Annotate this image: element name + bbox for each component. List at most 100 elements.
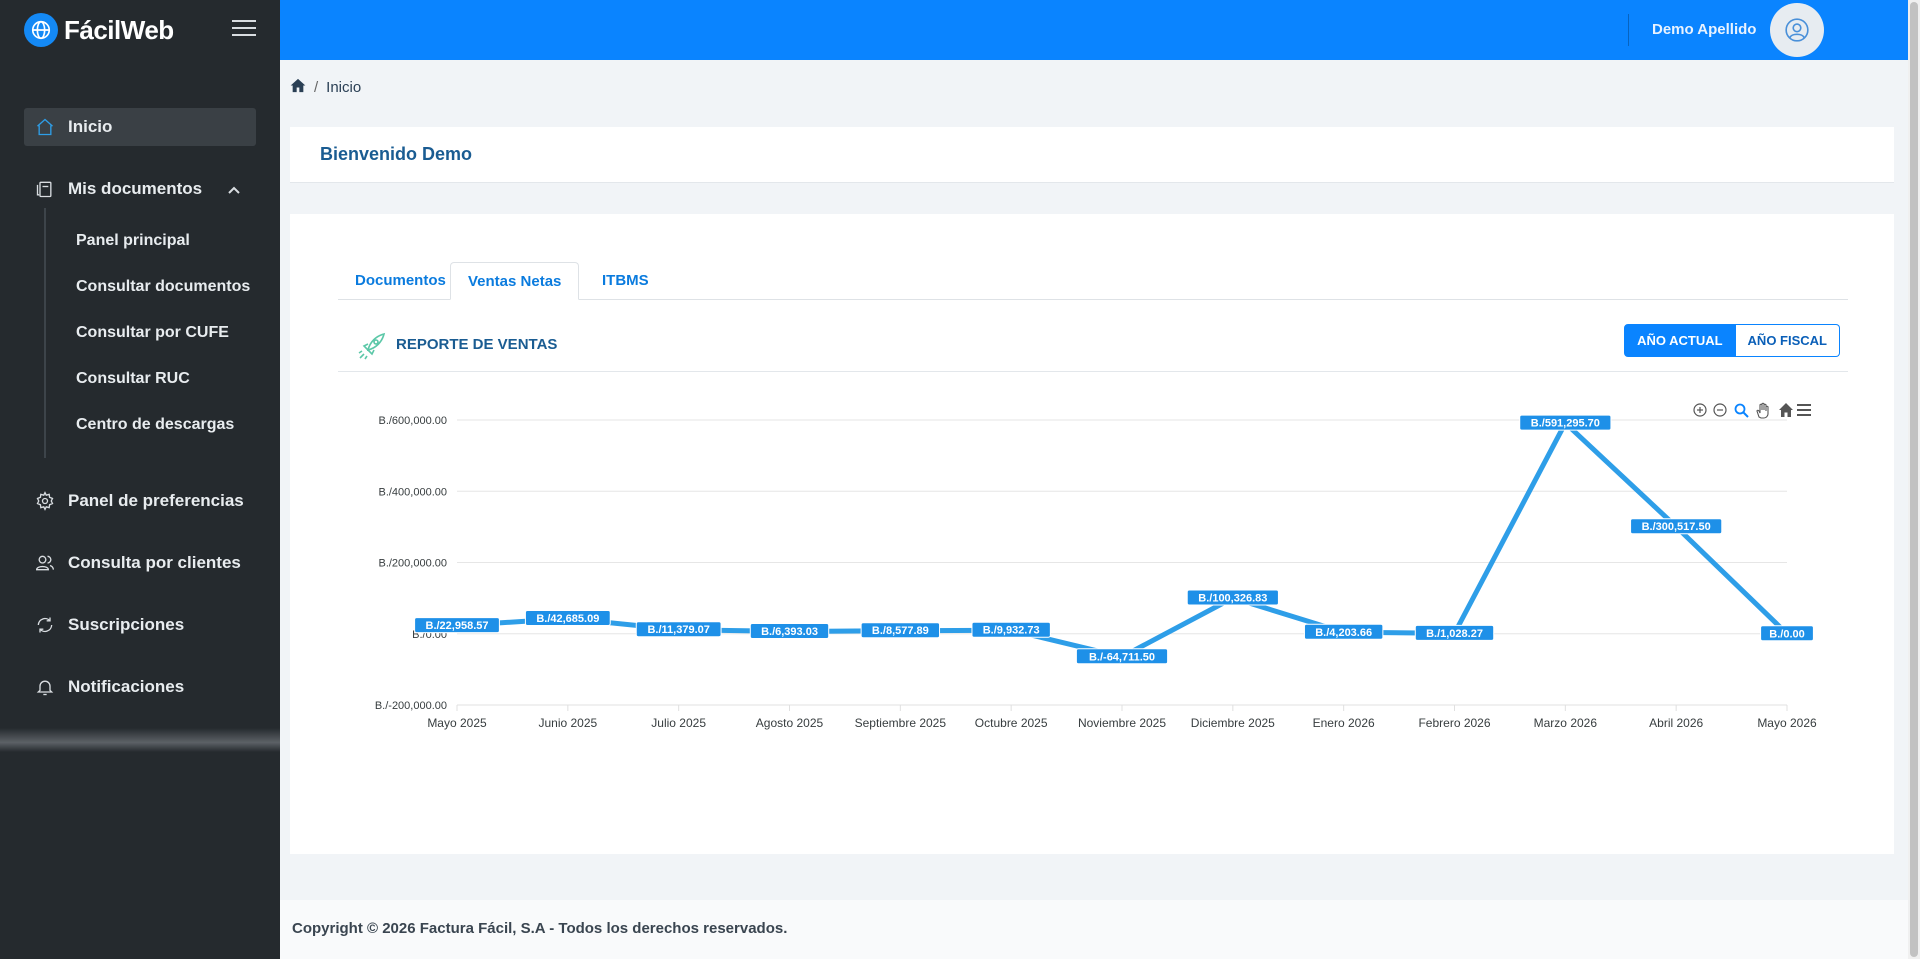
report-card: Documentos Ventas Netas ITBMS REPORTE DE… bbox=[290, 214, 1894, 854]
pan-hand-icon[interactable] bbox=[1756, 402, 1769, 419]
sidebar-item-label: Suscripciones bbox=[68, 615, 185, 634]
line-chart: B./600,000.00 B./400,000.00 B./200,000.00 B… bbox=[375, 402, 1817, 730]
rocket-icon bbox=[356, 330, 388, 367]
sidebar-item-inicio[interactable]: Inicio bbox=[24, 108, 256, 146]
y-tick-label: B./400,000.00 bbox=[378, 486, 447, 498]
header-divider bbox=[1628, 14, 1629, 46]
bell-icon bbox=[34, 676, 56, 698]
sidebar-item-suscripciones[interactable]: Suscripciones bbox=[0, 606, 280, 644]
svg-text:B./11,379.07: B./11,379.07 bbox=[647, 624, 709, 636]
sales-chart: B./600,000.00 B./400,000.00 B./200,000.00 B… bbox=[290, 380, 1894, 740]
breadcrumb-current: Inicio bbox=[326, 79, 362, 96]
home-icon[interactable] bbox=[290, 78, 306, 97]
period-toggle: AÑO ACTUAL AÑO FISCAL bbox=[1624, 324, 1840, 357]
zoom-selection-icon[interactable] bbox=[1734, 403, 1749, 418]
reset-zoom-home-icon[interactable] bbox=[1779, 403, 1793, 417]
scrollbar-thumb[interactable] bbox=[1910, 2, 1918, 957]
sidebar-item-notificaciones[interactable]: Notificaciones bbox=[0, 668, 280, 706]
current-year-button[interactable]: AÑO ACTUAL bbox=[1624, 324, 1736, 357]
svg-text:B./591,295.70: B./591,295.70 bbox=[1531, 418, 1600, 430]
chart-toolbar bbox=[1693, 402, 1811, 419]
x-tick-label: Mayo 2026 bbox=[1757, 716, 1817, 730]
submenu-item-consultar-cufe[interactable]: Consultar por CUFE bbox=[76, 324, 229, 341]
report-header: REPORTE DE VENTAS AÑO ACTUAL AÑO FISCAL bbox=[338, 324, 1848, 372]
x-tick-label: Febrero 2026 bbox=[1418, 716, 1490, 730]
data-label: B./4,203.66 bbox=[1303, 623, 1384, 640]
data-label: B./300,517.50 bbox=[1630, 518, 1723, 535]
brand-name: FácilWeb bbox=[64, 14, 174, 45]
top-header: Demo Apellido bbox=[280, 0, 1908, 60]
x-tick-label: Noviembre 2025 bbox=[1078, 716, 1166, 730]
x-tick-label: Marzo 2026 bbox=[1534, 716, 1598, 730]
sidebar-item-mis-documentos[interactable]: Mis documentos bbox=[0, 170, 280, 208]
data-label: B./100,326.83 bbox=[1186, 589, 1279, 606]
data-label: B./1,028.27 bbox=[1414, 624, 1495, 641]
sidebar-item-label: Mis documentos bbox=[68, 179, 203, 198]
sidebar-nav: Inicio Mis documentos Panel principal Co… bbox=[0, 108, 280, 706]
x-tick-label: Enero 2026 bbox=[1313, 716, 1375, 730]
globe-icon bbox=[24, 13, 58, 47]
sidebar-item-label: Panel de preferencias bbox=[68, 491, 244, 510]
page-title: Bienvenido Demo bbox=[320, 144, 473, 164]
brand[interactable]: FácilWeb bbox=[0, 0, 280, 60]
y-tick-label: B./600,000.00 bbox=[378, 415, 447, 427]
x-tick-label: Mayo 2025 bbox=[427, 716, 487, 730]
avatar[interactable] bbox=[1770, 3, 1824, 57]
submenu-item-centro-descargas[interactable]: Centro de descargas bbox=[76, 416, 235, 433]
documents-icon bbox=[34, 178, 56, 200]
breadcrumb: / Inicio bbox=[290, 78, 361, 97]
user-icon bbox=[1785, 18, 1809, 42]
data-label: B./-64,711.50 bbox=[1075, 648, 1169, 665]
users-icon bbox=[34, 552, 56, 574]
submenu-item-consultar-ruc[interactable]: Consultar RUC bbox=[76, 370, 190, 387]
sidebar: FácilWeb Inicio Mis documentos Panel pri… bbox=[0, 0, 280, 959]
svg-text:B./42,685.09: B./42,685.09 bbox=[536, 613, 599, 625]
x-tick-label: Diciembre 2025 bbox=[1191, 716, 1275, 730]
sidebar-item-consulta-clientes[interactable]: Consulta por clientes bbox=[0, 544, 280, 582]
x-tick-label: Octubre 2025 bbox=[975, 716, 1048, 730]
submenu-item-consultar-documentos[interactable]: Consultar documentos bbox=[76, 278, 251, 295]
fiscal-year-button[interactable]: AÑO FISCAL bbox=[1735, 324, 1840, 357]
x-tick-label: Abril 2026 bbox=[1649, 716, 1703, 730]
breadcrumb-separator: / bbox=[314, 79, 319, 96]
tab-documentos[interactable]: Documentos bbox=[355, 272, 446, 289]
data-label: B./6,393.03 bbox=[749, 622, 830, 639]
data-label: B./591,295.70 bbox=[1519, 414, 1612, 431]
data-label: B./22,958.57 bbox=[414, 617, 500, 634]
submenu-item-panel-principal[interactable]: Panel principal bbox=[76, 232, 190, 249]
tab-ventas-netas[interactable]: Ventas Netas bbox=[450, 262, 580, 300]
tab-itbms[interactable]: ITBMS bbox=[602, 272, 649, 289]
data-label: B./11,379.07 bbox=[635, 621, 722, 638]
sidebar-item-panel-preferencias[interactable]: Panel de preferencias bbox=[0, 482, 280, 520]
svg-text:B./8,577.89: B./8,577.89 bbox=[872, 625, 929, 637]
tab-bar: Documentos Ventas Netas ITBMS bbox=[338, 262, 1848, 300]
x-tick-label: Agosto 2025 bbox=[756, 716, 824, 730]
svg-text:B./100,326.83: B./100,326.83 bbox=[1198, 593, 1267, 605]
menu-toggle-icon[interactable] bbox=[232, 20, 256, 38]
x-tick-label: Julio 2025 bbox=[651, 716, 706, 730]
zoom-in-icon[interactable] bbox=[1693, 403, 1707, 417]
chevron-up-icon bbox=[228, 179, 240, 199]
svg-text:B./9,932.73: B./9,932.73 bbox=[983, 625, 1040, 637]
svg-text:B./6,393.03: B./6,393.03 bbox=[761, 626, 818, 638]
zoom-out-icon[interactable] bbox=[1713, 403, 1727, 417]
copyright-text: Copyright © 2026 Factura Fácil, S.A - To… bbox=[292, 920, 788, 937]
gear-icon bbox=[34, 490, 56, 512]
refresh-icon bbox=[34, 614, 56, 636]
sidebar-item-label: Inicio bbox=[68, 117, 113, 136]
data-label: B./42,685.09 bbox=[524, 610, 611, 627]
svg-text:B./4,203.66: B./4,203.66 bbox=[1315, 627, 1372, 639]
svg-text:B./300,517.50: B./300,517.50 bbox=[1642, 521, 1711, 533]
home-icon bbox=[34, 116, 56, 138]
welcome-card: Bienvenido Demo bbox=[290, 127, 1894, 183]
svg-text:B./22,958.57: B./22,958.57 bbox=[426, 620, 489, 632]
x-tick-label: Septiembre 2025 bbox=[855, 716, 947, 730]
user-name[interactable]: Demo Apellido bbox=[1652, 21, 1757, 38]
svg-text:B./-64,711.50: B./-64,711.50 bbox=[1089, 651, 1155, 663]
page-scrollbar[interactable] bbox=[1908, 0, 1920, 959]
sidebar-item-label: Consulta por clientes bbox=[68, 553, 241, 572]
submenu-mis-documentos: Panel principal Consultar documentos Con… bbox=[44, 208, 280, 458]
y-tick-label: B./-200,000.00 bbox=[375, 700, 447, 712]
x-tick-label: Junio 2025 bbox=[538, 716, 597, 730]
chart-menu-icon[interactable] bbox=[1797, 404, 1811, 416]
